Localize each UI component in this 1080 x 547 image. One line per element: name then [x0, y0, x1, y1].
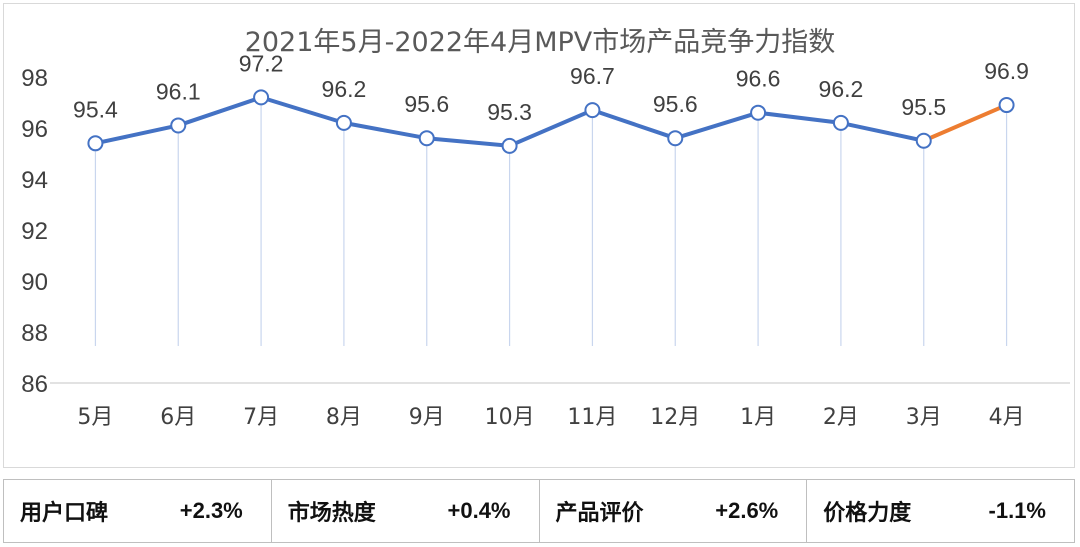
metric-label: 用户口碑 — [20, 501, 109, 526]
data-label: 96.1 — [156, 78, 201, 104]
y-tick-label: 92 — [21, 218, 48, 245]
data-label: 96.2 — [819, 76, 864, 102]
chart-frame: 2021年5月-2022年4月MPV市场产品竞争力指数 86 88 90 92 94 96 9… — [3, 3, 1075, 468]
metric-label: 产品评价 — [555, 501, 644, 526]
metric-price-strength: 价格力度 -1.1% — [807, 480, 1074, 542]
x-tick-label: 12月 — [650, 405, 700, 430]
metric-market-heat: 市场热度 +0.4% — [272, 480, 540, 542]
data-point — [832, 114, 849, 131]
data-label: 95.6 — [404, 91, 449, 117]
data-label: 95.4 — [73, 96, 118, 122]
x-tick-label: 5月 — [77, 405, 113, 430]
metric-value: -1.1% — [988, 498, 1046, 523]
x-tick-label: 9月 — [409, 405, 445, 430]
metric-value: +2.6% — [715, 498, 779, 523]
x-tick-label: 7月 — [243, 405, 279, 430]
data-label: 96.6 — [736, 66, 781, 92]
x-tick-label: 1月 — [740, 405, 776, 430]
data-point — [418, 130, 435, 147]
data-point — [335, 114, 352, 131]
line-chart: 2021年5月-2022年4月MPV市场产品竞争力指数 86 88 90 92 94 96 9… — [21, 27, 1070, 430]
x-tick-label: 2月 — [823, 405, 859, 430]
y-tick-label: 96 — [21, 116, 48, 143]
data-point — [998, 97, 1015, 114]
data-point — [170, 117, 187, 134]
chart-title: 2021年5月-2022年4月MPV市场产品竞争力指数 — [245, 27, 836, 58]
metric-label: 价格力度 — [823, 501, 912, 526]
x-tick-label: 10月 — [485, 405, 535, 430]
metrics-bar: 用户口碑 +2.3% 市场热度 +0.4% 产品评价 +2.6% 价格力度 -1… — [3, 479, 1075, 543]
series-line-highlight — [921, 103, 1009, 143]
y-tick-label: 88 — [21, 320, 48, 347]
x-tick-label: 4月 — [989, 405, 1025, 430]
y-tick-label: 90 — [21, 269, 48, 296]
data-label: 95.5 — [901, 94, 946, 120]
y-tick-label: 98 — [21, 65, 48, 92]
data-label: 96.9 — [984, 58, 1029, 84]
y-tick-label: 86 — [21, 371, 48, 398]
metric-value: +0.4% — [447, 498, 511, 523]
y-tick-label: 94 — [21, 167, 48, 194]
data-label: 96.2 — [322, 76, 367, 102]
data-point — [667, 130, 684, 147]
x-tick-label: 3月 — [906, 405, 942, 430]
x-tick-label: 11月 — [567, 405, 617, 430]
metric-value: +2.3% — [179, 498, 243, 523]
metric-product-rating: 产品评价 +2.6% — [540, 480, 808, 542]
data-label: 96.7 — [570, 63, 615, 89]
data-point — [501, 137, 518, 154]
metric-user-reputation: 用户口碑 +2.3% — [4, 480, 272, 542]
data-point — [253, 89, 270, 106]
data-point — [915, 132, 932, 149]
data-point — [584, 102, 601, 119]
data-label: 95.6 — [653, 91, 698, 117]
data-point — [750, 104, 767, 121]
metric-label: 市场热度 — [287, 501, 376, 526]
data-point — [87, 135, 104, 152]
data-label: 97.2 — [239, 50, 284, 76]
x-tick-label: 6月 — [160, 405, 196, 430]
x-tick-label: 8月 — [326, 405, 362, 430]
data-label: 95.3 — [487, 99, 532, 125]
